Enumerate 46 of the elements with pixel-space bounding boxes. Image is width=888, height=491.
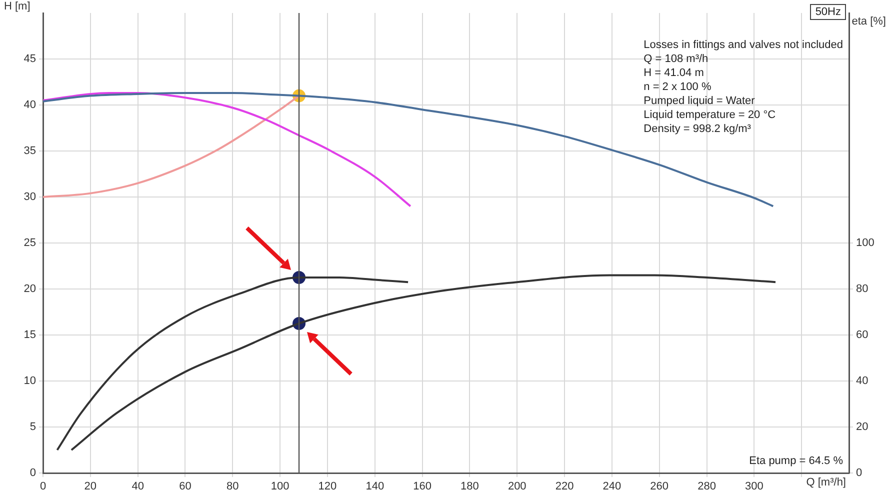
y-tick-label: 20 [24,283,36,296]
chart-title: 50Hz [810,4,846,20]
y-tick-label: 5 [30,421,36,434]
y2-axis-title: eta [%] [852,16,886,28]
x-tick-label: 100 [270,480,290,491]
y2-tick-label: 100 [856,237,874,250]
x-tick-label: 260 [650,480,669,491]
annotation: n = 2 x 100 % [644,80,712,94]
y2-tick-label: 20 [856,421,868,434]
x-tick-label: 0 [40,480,46,491]
annotation: Q = 108 m³/h [644,52,710,66]
annotation: Density = 998.2 kg/m³ [644,122,752,136]
line-series [70,274,777,451]
y2-tick-label: 40 [856,375,868,388]
x-tick-label: 80 [226,480,239,491]
y-tick-label: 45 [24,53,36,66]
y2-tick-label: 0 [856,467,862,480]
x-tick-label: 140 [366,480,384,491]
x-tick-label: 180 [460,480,479,491]
x-tick-label: 120 [318,480,337,491]
x-tick-label: 220 [555,480,574,491]
annotation: Pumped liquid = Water [644,94,756,108]
y-tick-label: 30 [24,191,36,204]
x-tick-label: 60 [179,480,192,491]
x-tick-label: 160 [413,480,432,491]
y-tick-label: 10 [24,375,36,388]
annotation: Eta pump = 64.5 % [749,455,843,467]
line-series [43,92,412,208]
x-axis-title: Q [m³/h] [806,476,846,489]
y-tick-label: 35 [24,145,36,158]
x-tick-label: 240 [602,480,622,491]
annotation: Liquid temperature = 20 °C [644,108,777,122]
y2-tick-label: 80 [856,283,868,296]
y-tick-label: 15 [24,329,36,342]
x-tick-label: 40 [132,480,144,491]
x-tick-label: 300 [744,480,764,491]
x-tick-label: 280 [698,480,716,491]
y-tick-label: 40 [24,99,36,112]
annotation: H = 41.04 m [644,66,705,80]
annotation: Losses in fittings and valves not included [644,38,843,52]
x-tick-label: 200 [508,480,526,491]
x-tick-label: 20 [84,480,97,491]
y-tick-label: 25 [24,237,36,250]
y-axis-title: H [m] [4,0,30,13]
y-tick-label: 0 [30,467,36,480]
y2-tick-label: 60 [856,329,868,342]
